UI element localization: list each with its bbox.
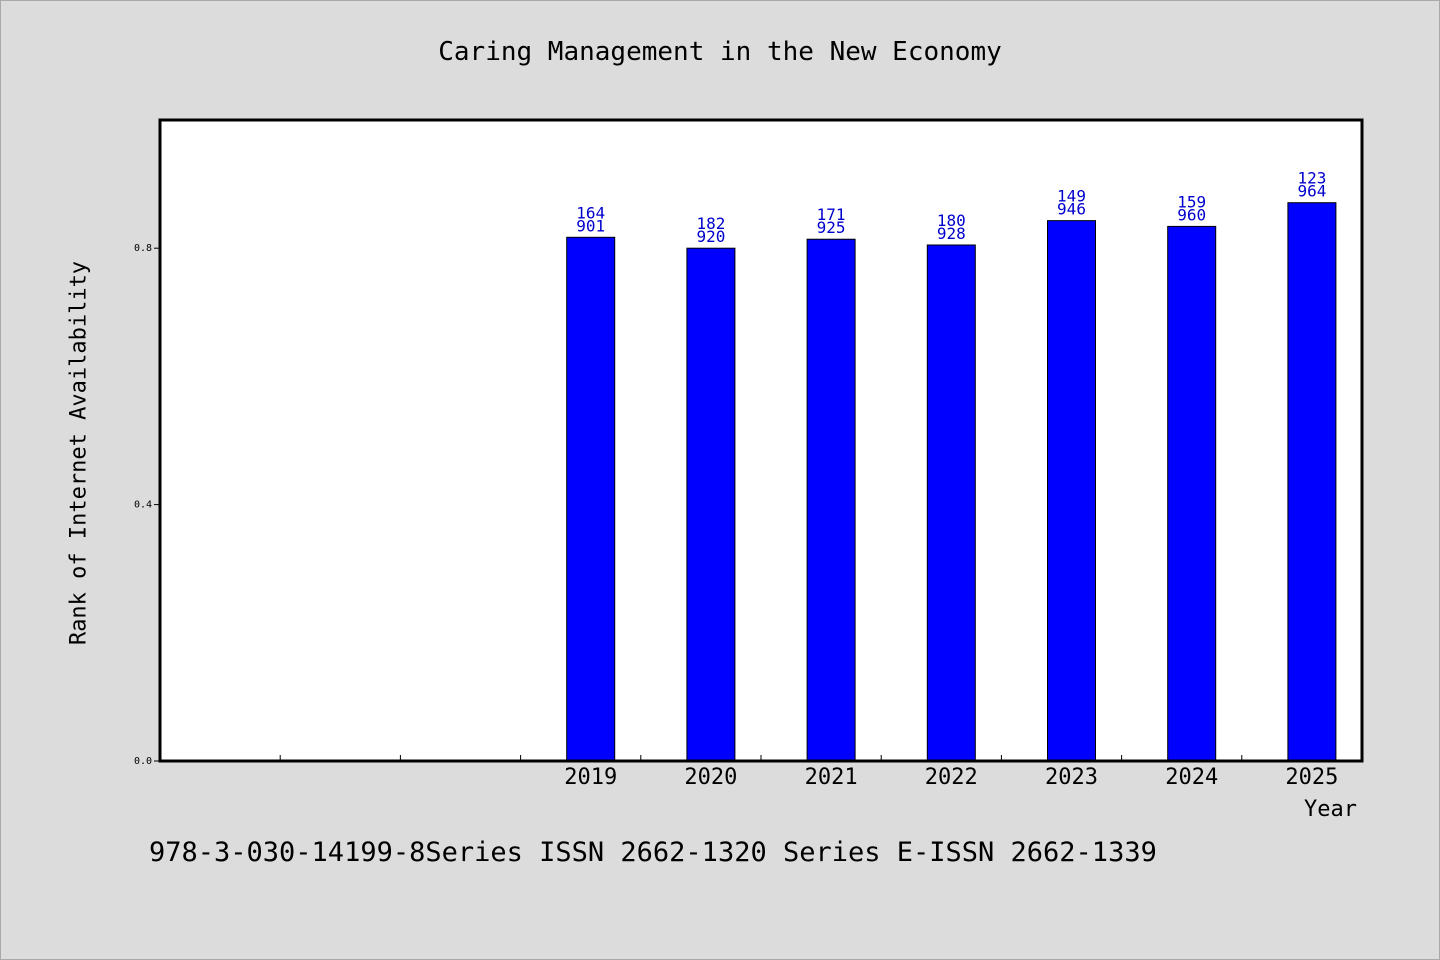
y-tick-label: 0.4 (134, 500, 152, 511)
bar-label-bottom: 964 (1297, 182, 1326, 201)
y-tick-label: 0.8 (134, 243, 152, 254)
x-tick-label: 2022 (925, 765, 978, 790)
bar-label-top: 149 (1057, 187, 1086, 206)
bar (686, 247, 736, 762)
bar-label-top: 180 (937, 211, 966, 230)
bar (1167, 225, 1217, 762)
plot-background (160, 120, 1362, 761)
plot-border (158, 118, 1364, 763)
bar (566, 236, 616, 762)
bar (806, 238, 856, 762)
bar-label-bottom: 928 (937, 224, 966, 243)
bar-label-top: 171 (817, 205, 846, 224)
x-tick-label: 2023 (1045, 765, 1098, 790)
bar (1287, 202, 1337, 762)
bar-label-top: 164 (576, 203, 605, 222)
x-tick-label: 2019 (564, 765, 617, 790)
bar (1047, 220, 1096, 762)
footer-note: 978-3-030-14199-8Series ISSN 2662-1320 S… (149, 837, 1157, 868)
bar (926, 244, 976, 762)
x-tick-label: 2021 (805, 765, 858, 790)
chart-title: Caring Management in the New Economy (438, 37, 1002, 67)
bar-label-bottom: 946 (1057, 200, 1086, 219)
x-tick-label: 2025 (1285, 765, 1338, 790)
x-tick-label: 2020 (684, 765, 737, 790)
y-tick-label: 0.0 (134, 756, 152, 767)
bar-label-top: 182 (696, 214, 725, 233)
bar-label-bottom: 960 (1177, 205, 1206, 224)
bar-label-top: 159 (1177, 192, 1206, 211)
bar-label-bottom: 925 (817, 218, 846, 237)
x-tick-label: 2024 (1165, 765, 1218, 790)
bar-label-bottom: 901 (576, 216, 605, 235)
x-axis-label: Year (1304, 797, 1357, 822)
bar-label-top: 123 (1297, 169, 1326, 188)
bar-label-bottom: 920 (696, 227, 725, 246)
